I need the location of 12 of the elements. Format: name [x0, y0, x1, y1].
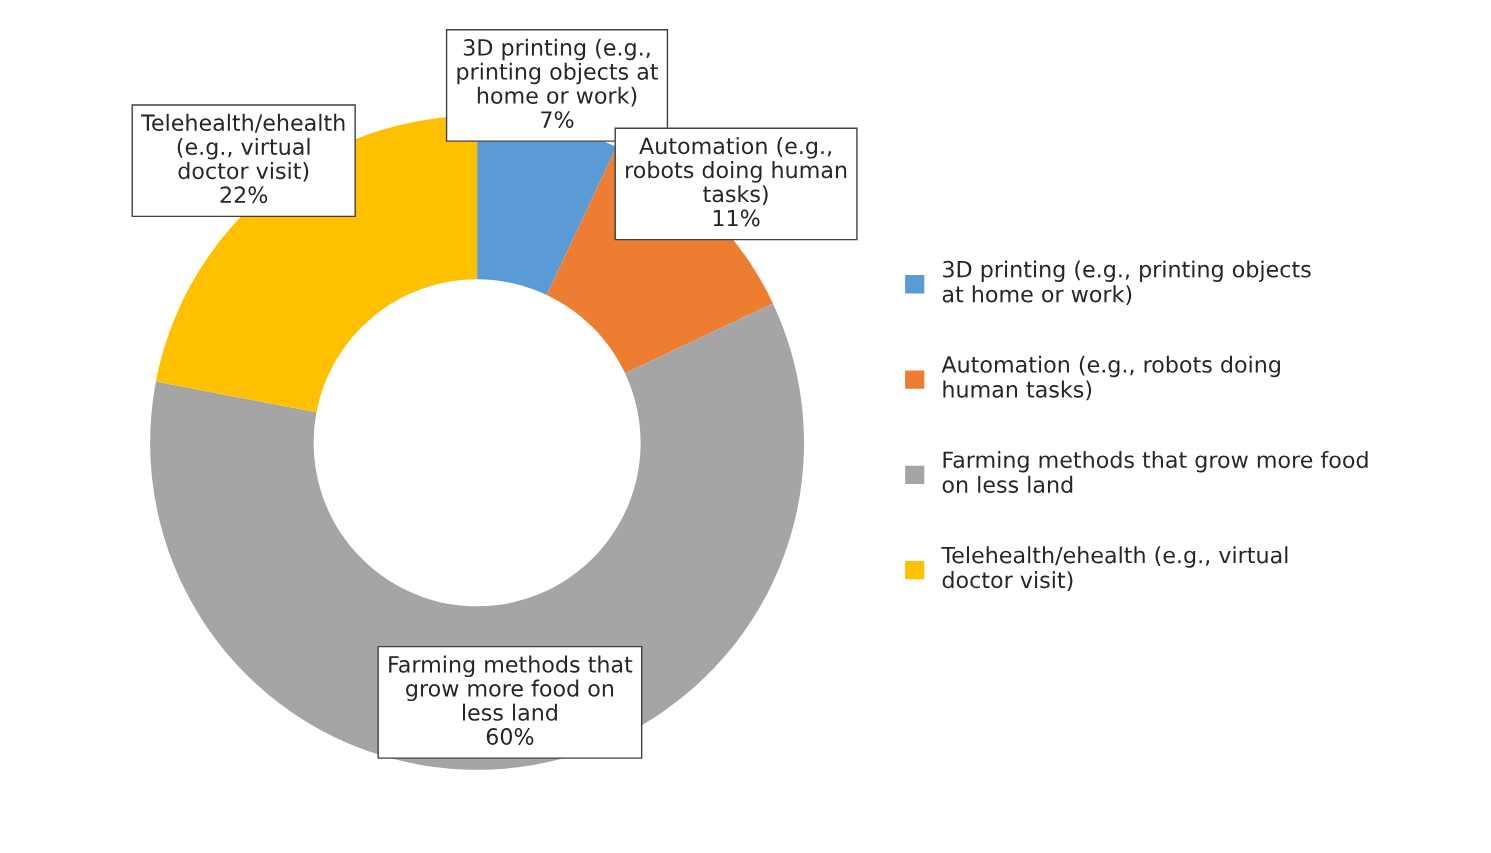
legend-label: 3D printing (e.g., printing objects at home or work) — [942, 260, 1311, 306]
slice-label: Automation (e.g., robots doing human tasks) — [626, 137, 847, 205]
legend-label: Automation (e.g., robots doing human tasks) — [941, 355, 1280, 401]
slice-label: Farming methods that grow more food on less land — [389, 655, 633, 721]
data-label: 7% — [541, 111, 574, 128]
legend-label: Telehealth/ehealth (e.g., virtual doctor visit) — [941, 546, 1288, 591]
slice-label: Telehealth/ehealth (e.g., virtual doctor visit) — [141, 113, 345, 182]
data-label: 60% — [486, 728, 534, 745]
data-label: 11% — [713, 209, 760, 227]
data-label: 22% — [220, 186, 268, 204]
legend-label: Farming methods that grow more food on less land — [942, 450, 1368, 494]
slice-label: 3D printing (e.g., printing objects at home or work) — [457, 38, 659, 107]
